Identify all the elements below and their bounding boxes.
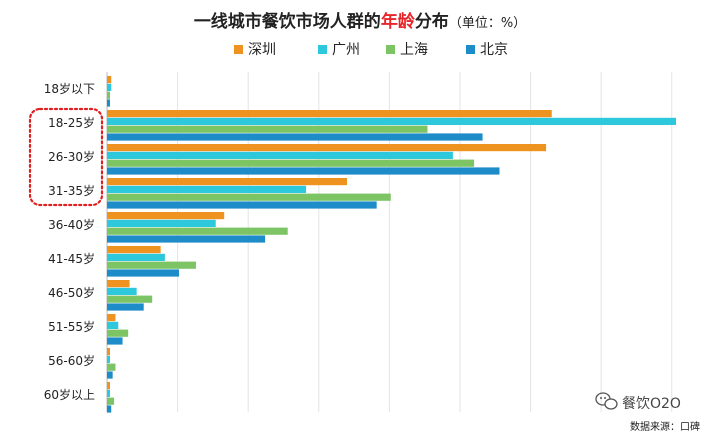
- chart-title-highlight: 年龄: [381, 11, 416, 32]
- tick-label-9: 60岁以上: [44, 387, 95, 402]
- bar-6-3: [107, 303, 144, 311]
- bar-0-3: [107, 99, 110, 107]
- tick-label-0: 18岁以下: [44, 81, 95, 96]
- bar-3-1: [107, 185, 307, 193]
- bar-2-1: [107, 151, 453, 159]
- bar-6-2: [107, 295, 153, 303]
- tick-label-8: 56-60岁: [48, 353, 95, 368]
- bar-4-1: [107, 219, 216, 227]
- brand-name: 餐饮O2O: [622, 396, 681, 412]
- bar-1-2: [107, 125, 428, 133]
- data-source: 数据来源：口碑: [630, 420, 700, 433]
- bar-6-0: [107, 280, 130, 288]
- chat-bubble-icon: [595, 392, 618, 410]
- bar-4-3: [107, 235, 266, 243]
- legend-swatch-2: [386, 45, 395, 54]
- bar-8-1: [107, 355, 110, 363]
- bar-8-0: [107, 348, 110, 356]
- bar-2-0: [107, 144, 547, 152]
- legend-swatch-0: [234, 45, 243, 54]
- legend: 深圳 广州 上海 北京: [234, 42, 508, 58]
- chart-title-unit: （单位：%）: [449, 16, 526, 31]
- highlight-box: [28, 107, 104, 207]
- bar-7-0: [107, 314, 116, 322]
- bar-5-1: [107, 253, 165, 261]
- brand-watermark: 餐饮O2O: [595, 392, 681, 412]
- bar-6-1: [107, 287, 137, 295]
- tick-label-4: 36-40岁: [48, 217, 95, 232]
- bar-9-3: [107, 405, 112, 413]
- bar-5-0: [107, 246, 161, 254]
- bar-9-0: [107, 382, 110, 390]
- bars: [107, 76, 676, 413]
- bar-2-3: [107, 167, 500, 175]
- legend-label-0: 深圳: [248, 42, 276, 58]
- bar-5-2: [107, 261, 196, 269]
- tick-label-5: 41-45岁: [48, 251, 95, 266]
- bar-4-0: [107, 212, 225, 220]
- bar-0-1: [107, 83, 112, 91]
- legend-swatch-1: [318, 45, 327, 54]
- chart-title-part-1: 一线城市餐饮市场人群的: [194, 11, 381, 32]
- bar-7-2: [107, 329, 129, 337]
- bar-8-2: [107, 363, 116, 371]
- chart-title-part-2: 分布: [415, 11, 449, 32]
- legend-label-3: 北京: [480, 42, 508, 58]
- tick-label-7: 51-55岁: [48, 319, 95, 334]
- bar-1-3: [107, 133, 483, 141]
- bar-3-3: [107, 201, 377, 209]
- tick-label-2: 26-30岁: [48, 149, 95, 164]
- legend-swatch-3: [466, 45, 475, 54]
- bar-7-3: [107, 337, 123, 345]
- highlight-dotted-box: [28, 107, 104, 207]
- bar-1-1: [107, 117, 676, 125]
- bar-7-1: [107, 321, 119, 329]
- bar-8-3: [107, 371, 113, 379]
- bar-0-0: [107, 76, 112, 84]
- category-tick-labels: 18岁以下 18-25岁 26-30岁 31-35岁 36-40岁 41-45岁 46-50…: [44, 81, 95, 402]
- bar-2-2: [107, 159, 475, 167]
- chart-title: 一线城市餐饮市场人群的年龄分布（单位：%）: [194, 11, 526, 32]
- bar-1-0: [107, 110, 552, 118]
- tick-label-6: 46-50岁: [48, 285, 95, 300]
- tick-label-1: 18-25岁: [48, 115, 95, 130]
- legend-label-1: 广州: [332, 42, 360, 58]
- bar-0-2: [107, 91, 110, 99]
- bar-3-2: [107, 193, 391, 201]
- bar-3-0: [107, 178, 348, 186]
- bar-4-2: [107, 227, 288, 235]
- tick-label-3: 31-35岁: [48, 183, 95, 198]
- bar-5-3: [107, 269, 180, 277]
- legend-label-2: 上海: [400, 42, 428, 58]
- bar-9-1: [107, 389, 110, 397]
- bar-9-2: [107, 397, 115, 405]
